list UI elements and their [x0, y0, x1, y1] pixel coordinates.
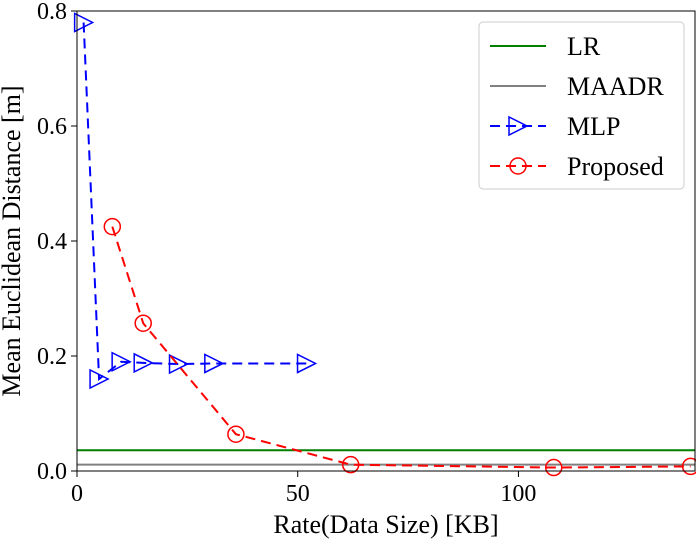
legend-label: MLP [567, 112, 620, 141]
series-mlp [73, 12, 318, 390]
x-axis: 0 50 100 [71, 471, 536, 507]
series-line-proposed [111, 226, 691, 469]
y-tick-label: 0.2 [37, 344, 67, 370]
y-axis: 0.0 0.2 0.4 0.6 0.8 [37, 0, 77, 485]
y-tick-label: 0.6 [37, 114, 67, 140]
data-point-proposed [227, 425, 245, 443]
data-point-proposed [341, 455, 360, 474]
x-tick-label: 50 [286, 481, 310, 507]
data-point-mlp [133, 352, 154, 374]
legend-marker [509, 157, 527, 175]
x-tick-label: 0 [71, 481, 83, 507]
data-point-proposed [544, 458, 563, 477]
data-point-mlp [89, 368, 110, 390]
x-axis-label: Rate(Data Size) [KB] [273, 510, 498, 539]
series-line-mlp [82, 22, 307, 381]
legend-marker [508, 115, 529, 137]
y-tick-label: 0.8 [37, 0, 67, 25]
legend-box [478, 21, 685, 190]
legend-item-mlp: MLP [490, 112, 620, 141]
data-point-proposed [103, 217, 122, 236]
y-axis-label: Mean Euclidean Distance [m] [0, 85, 26, 396]
data-point-mlp [204, 353, 225, 374]
data-point-mlp [296, 353, 318, 374]
legend-label: MAADR [567, 72, 664, 101]
legend-item-lr: LR [490, 32, 601, 61]
y-tick-label: 0.0 [37, 459, 67, 485]
legend-item-maadr: MAADR [490, 72, 664, 101]
series-proposed [103, 217, 696, 477]
legend-item-proposed: Proposed [490, 152, 664, 181]
y-tick-label: 0.4 [37, 229, 67, 255]
x-tick-label: 100 [500, 481, 536, 507]
legend-label: LR [567, 32, 601, 61]
legend: LR MAADR MLP Proposed [478, 21, 685, 190]
data-point-mlp [168, 353, 190, 375]
series-layer [73, 12, 696, 477]
data-point-proposed [134, 314, 152, 332]
data-point-proposed [681, 457, 696, 476]
legend-label: Proposed [567, 152, 664, 181]
data-point-mlp [73, 12, 95, 33]
legend-items: LR MAADR MLP Proposed [490, 32, 664, 181]
data-point-mlp [111, 351, 132, 372]
